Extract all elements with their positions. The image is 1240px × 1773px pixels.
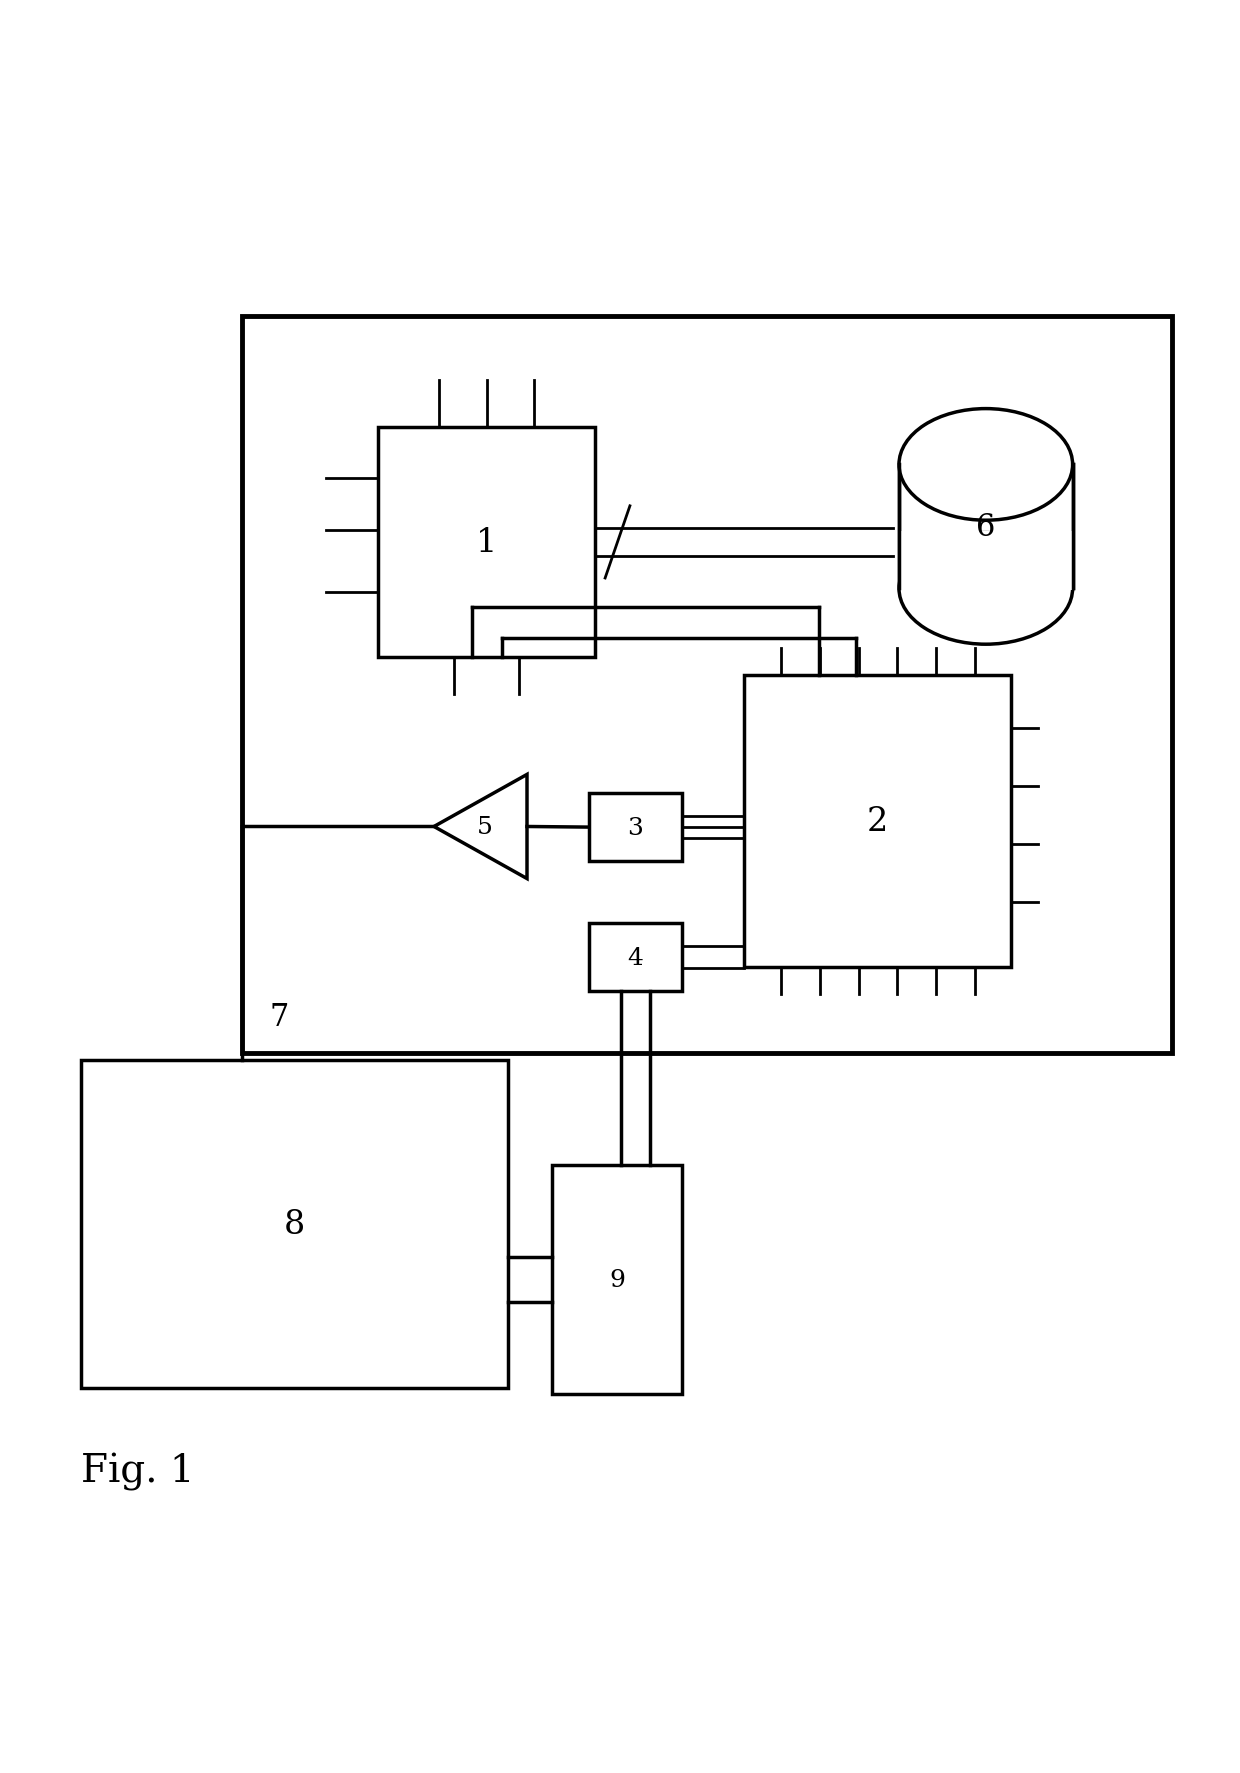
Text: 5: 5: [477, 816, 494, 839]
Bar: [899, 465, 1073, 589]
Bar: [898, 532, 1074, 590]
Bar: [81, 1060, 508, 1388]
Text: 7: 7: [269, 1002, 289, 1032]
Ellipse shape: [899, 410, 1073, 521]
Ellipse shape: [899, 534, 1073, 645]
Bar: [242, 316, 1172, 1053]
Text: 3: 3: [627, 816, 644, 839]
Bar: [589, 794, 682, 862]
Text: Fig. 1: Fig. 1: [81, 1452, 195, 1491]
Bar: [589, 924, 682, 991]
Text: 8: 8: [284, 1207, 305, 1239]
Text: 6: 6: [976, 512, 996, 543]
Bar: [378, 427, 595, 658]
Text: 2: 2: [867, 805, 888, 837]
Text: 1: 1: [476, 527, 497, 558]
Bar: [744, 676, 1011, 966]
Text: 4: 4: [627, 947, 644, 970]
Polygon shape: [434, 775, 527, 879]
Bar: [552, 1165, 682, 1395]
Text: 9: 9: [609, 1268, 625, 1291]
